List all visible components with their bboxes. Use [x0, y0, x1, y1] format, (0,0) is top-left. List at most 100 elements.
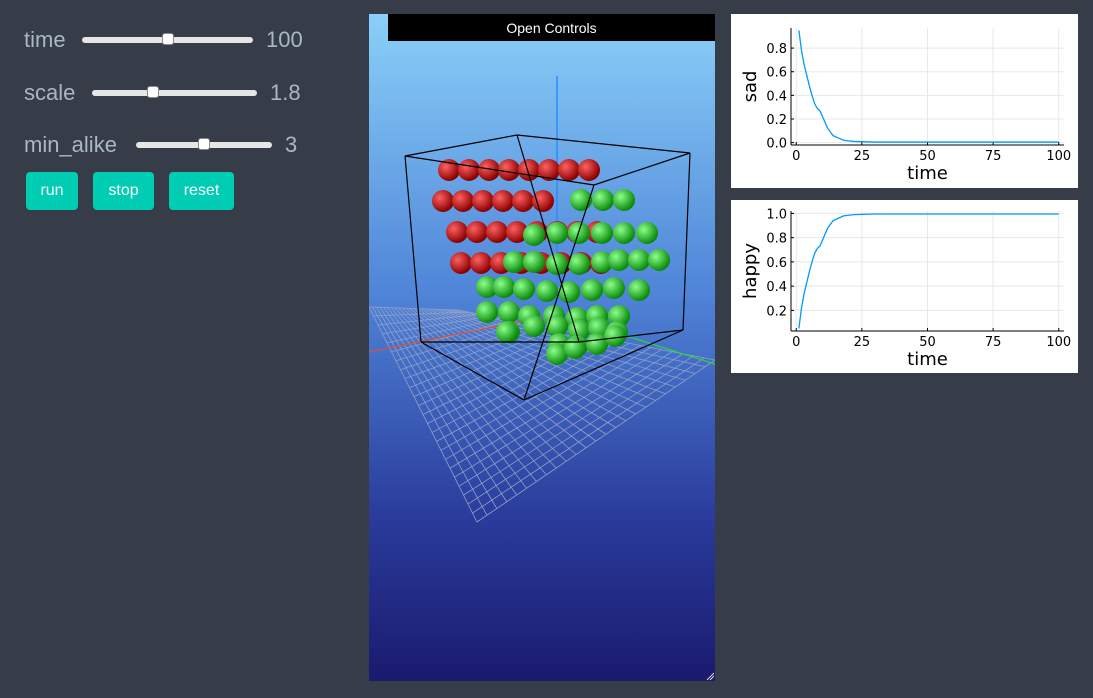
agent-sphere — [558, 281, 580, 303]
y-tick-label: 0.6 — [766, 66, 787, 81]
reset-button[interactable]: reset — [169, 172, 234, 210]
time-slider-label: time — [24, 27, 66, 52]
happy-line-chart: 0 25 50 75 100 0.2 0.4 0.6 0.8 1.0 time happy — [740, 207, 1071, 370]
sad-series-line — [798, 30, 1059, 143]
y-axis-label: sad — [740, 71, 761, 103]
3d-scene-canvas[interactable] — [369, 14, 715, 681]
stop-button[interactable]: stop — [93, 172, 154, 210]
agent-sphere — [538, 159, 560, 181]
agent-sphere — [466, 221, 488, 243]
agent-sphere — [450, 252, 472, 274]
sad-line-chart: 0 25 50 75 100 0.0 0.2 0.4 0.6 0.8 time sad — [740, 28, 1071, 184]
agent-sphere — [478, 159, 500, 181]
time-slider-row: time — [24, 25, 66, 55]
bounding-box — [404, 134, 691, 401]
agent-sphere — [546, 253, 568, 275]
agent-sphere — [523, 251, 545, 273]
agent-sphere — [603, 277, 625, 299]
agent-sphere — [432, 190, 454, 212]
agent-sphere — [498, 301, 520, 323]
agent-sphere — [523, 224, 545, 246]
x-tick-label: 100 — [1046, 149, 1071, 164]
agent-sphere — [498, 159, 520, 181]
time-slider[interactable] — [82, 33, 253, 45]
x-tick-label: 75 — [985, 149, 1002, 164]
scale-slider[interactable] — [92, 86, 257, 98]
agent-sphere — [570, 189, 592, 211]
agent-sphere — [518, 159, 540, 181]
y-tick-label: 0.2 — [766, 304, 787, 319]
x-tick-label: 100 — [1046, 335, 1071, 350]
y-tick-label: 1.0 — [766, 207, 787, 222]
x-tick-label: 50 — [919, 149, 936, 164]
agent-sphere — [628, 249, 650, 271]
y-tick-label: 0.2 — [766, 113, 787, 128]
scale-slider-value: 1.8 — [270, 80, 301, 105]
agent-sphere — [512, 190, 534, 212]
scale-slider-thumb[interactable] — [147, 86, 160, 98]
sad-plot-panel: 0 25 50 75 100 0.0 0.2 0.4 0.6 0.8 time sad — [731, 14, 1078, 188]
agent-sphere — [458, 159, 480, 181]
y-tick-label: 0.8 — [766, 232, 787, 247]
agent-sphere — [546, 222, 568, 244]
agent-sphere — [613, 189, 635, 211]
agent-sphere — [476, 276, 498, 298]
y-tick-label: 0.4 — [766, 280, 787, 295]
agent-sphere — [503, 251, 525, 273]
agent-sphere — [523, 315, 545, 337]
agent-sphere — [591, 222, 613, 244]
agent-sphere — [592, 189, 614, 211]
open-controls-button[interactable]: Open Controls — [388, 14, 715, 41]
agent-sphere — [564, 337, 586, 359]
3d-scene-viewport[interactable]: Open Controls — [369, 14, 715, 681]
min-alike-slider-label: min_alike — [24, 132, 117, 157]
agent-sphere — [536, 280, 558, 302]
y-tick-label: 0.0 — [766, 137, 787, 152]
agent-sphere — [506, 221, 528, 243]
agent-sphere — [648, 249, 670, 271]
run-button[interactable]: run — [26, 172, 78, 210]
happy-plot-panel: 0 25 50 75 100 0.2 0.4 0.6 0.8 1.0 time happy — [731, 200, 1078, 373]
agent-sphere — [581, 279, 603, 301]
agent-sphere — [546, 343, 568, 365]
agent-sphere — [608, 249, 630, 271]
agent-sphere — [492, 190, 514, 212]
agent-sphere — [470, 252, 492, 274]
agent-sphere — [578, 159, 600, 181]
agent-sphere — [493, 276, 515, 298]
agent-sphere — [452, 190, 474, 212]
agent-sphere — [613, 222, 635, 244]
agent-sphere — [513, 278, 535, 300]
time-slider-thumb[interactable] — [161, 33, 174, 45]
scale-slider-label: scale — [24, 80, 76, 105]
x-tick-label: 0 — [792, 335, 800, 350]
y-tick-label: 0.6 — [766, 256, 787, 271]
agent-sphere — [608, 305, 630, 327]
agent-sphere — [604, 325, 626, 347]
y-tick-label: 0.8 — [766, 42, 787, 57]
y-axis-label: happy — [740, 243, 761, 299]
agent-sphere — [476, 301, 498, 323]
min-alike-slider[interactable] — [136, 138, 272, 150]
agent-sphere — [586, 333, 608, 355]
agent-sphere — [438, 159, 460, 181]
agent-sphere — [496, 321, 518, 343]
x-tick-label: 25 — [854, 335, 871, 350]
agent-sphere — [591, 251, 613, 273]
agent-sphere — [558, 159, 580, 181]
agent-sphere — [636, 222, 658, 244]
agent-sphere — [628, 279, 650, 301]
min-alike-slider-thumb[interactable] — [198, 138, 210, 150]
happy-series-line — [798, 213, 1059, 329]
agent-sphere — [546, 315, 568, 337]
x-axis-label: time — [907, 163, 948, 184]
agent-sphere — [568, 253, 590, 275]
x-tick-label: 25 — [854, 149, 871, 164]
y-tick-label: 0.4 — [766, 89, 787, 104]
time-slider-value: 100 — [266, 27, 303, 52]
scale-slider-row: scale — [24, 78, 75, 108]
min-alike-slider-row: min_alike — [24, 130, 117, 160]
min-alike-slider-value: 3 — [285, 132, 298, 157]
resize-handle-icon[interactable] — [706, 672, 714, 680]
x-tick-label: 0 — [792, 149, 800, 164]
